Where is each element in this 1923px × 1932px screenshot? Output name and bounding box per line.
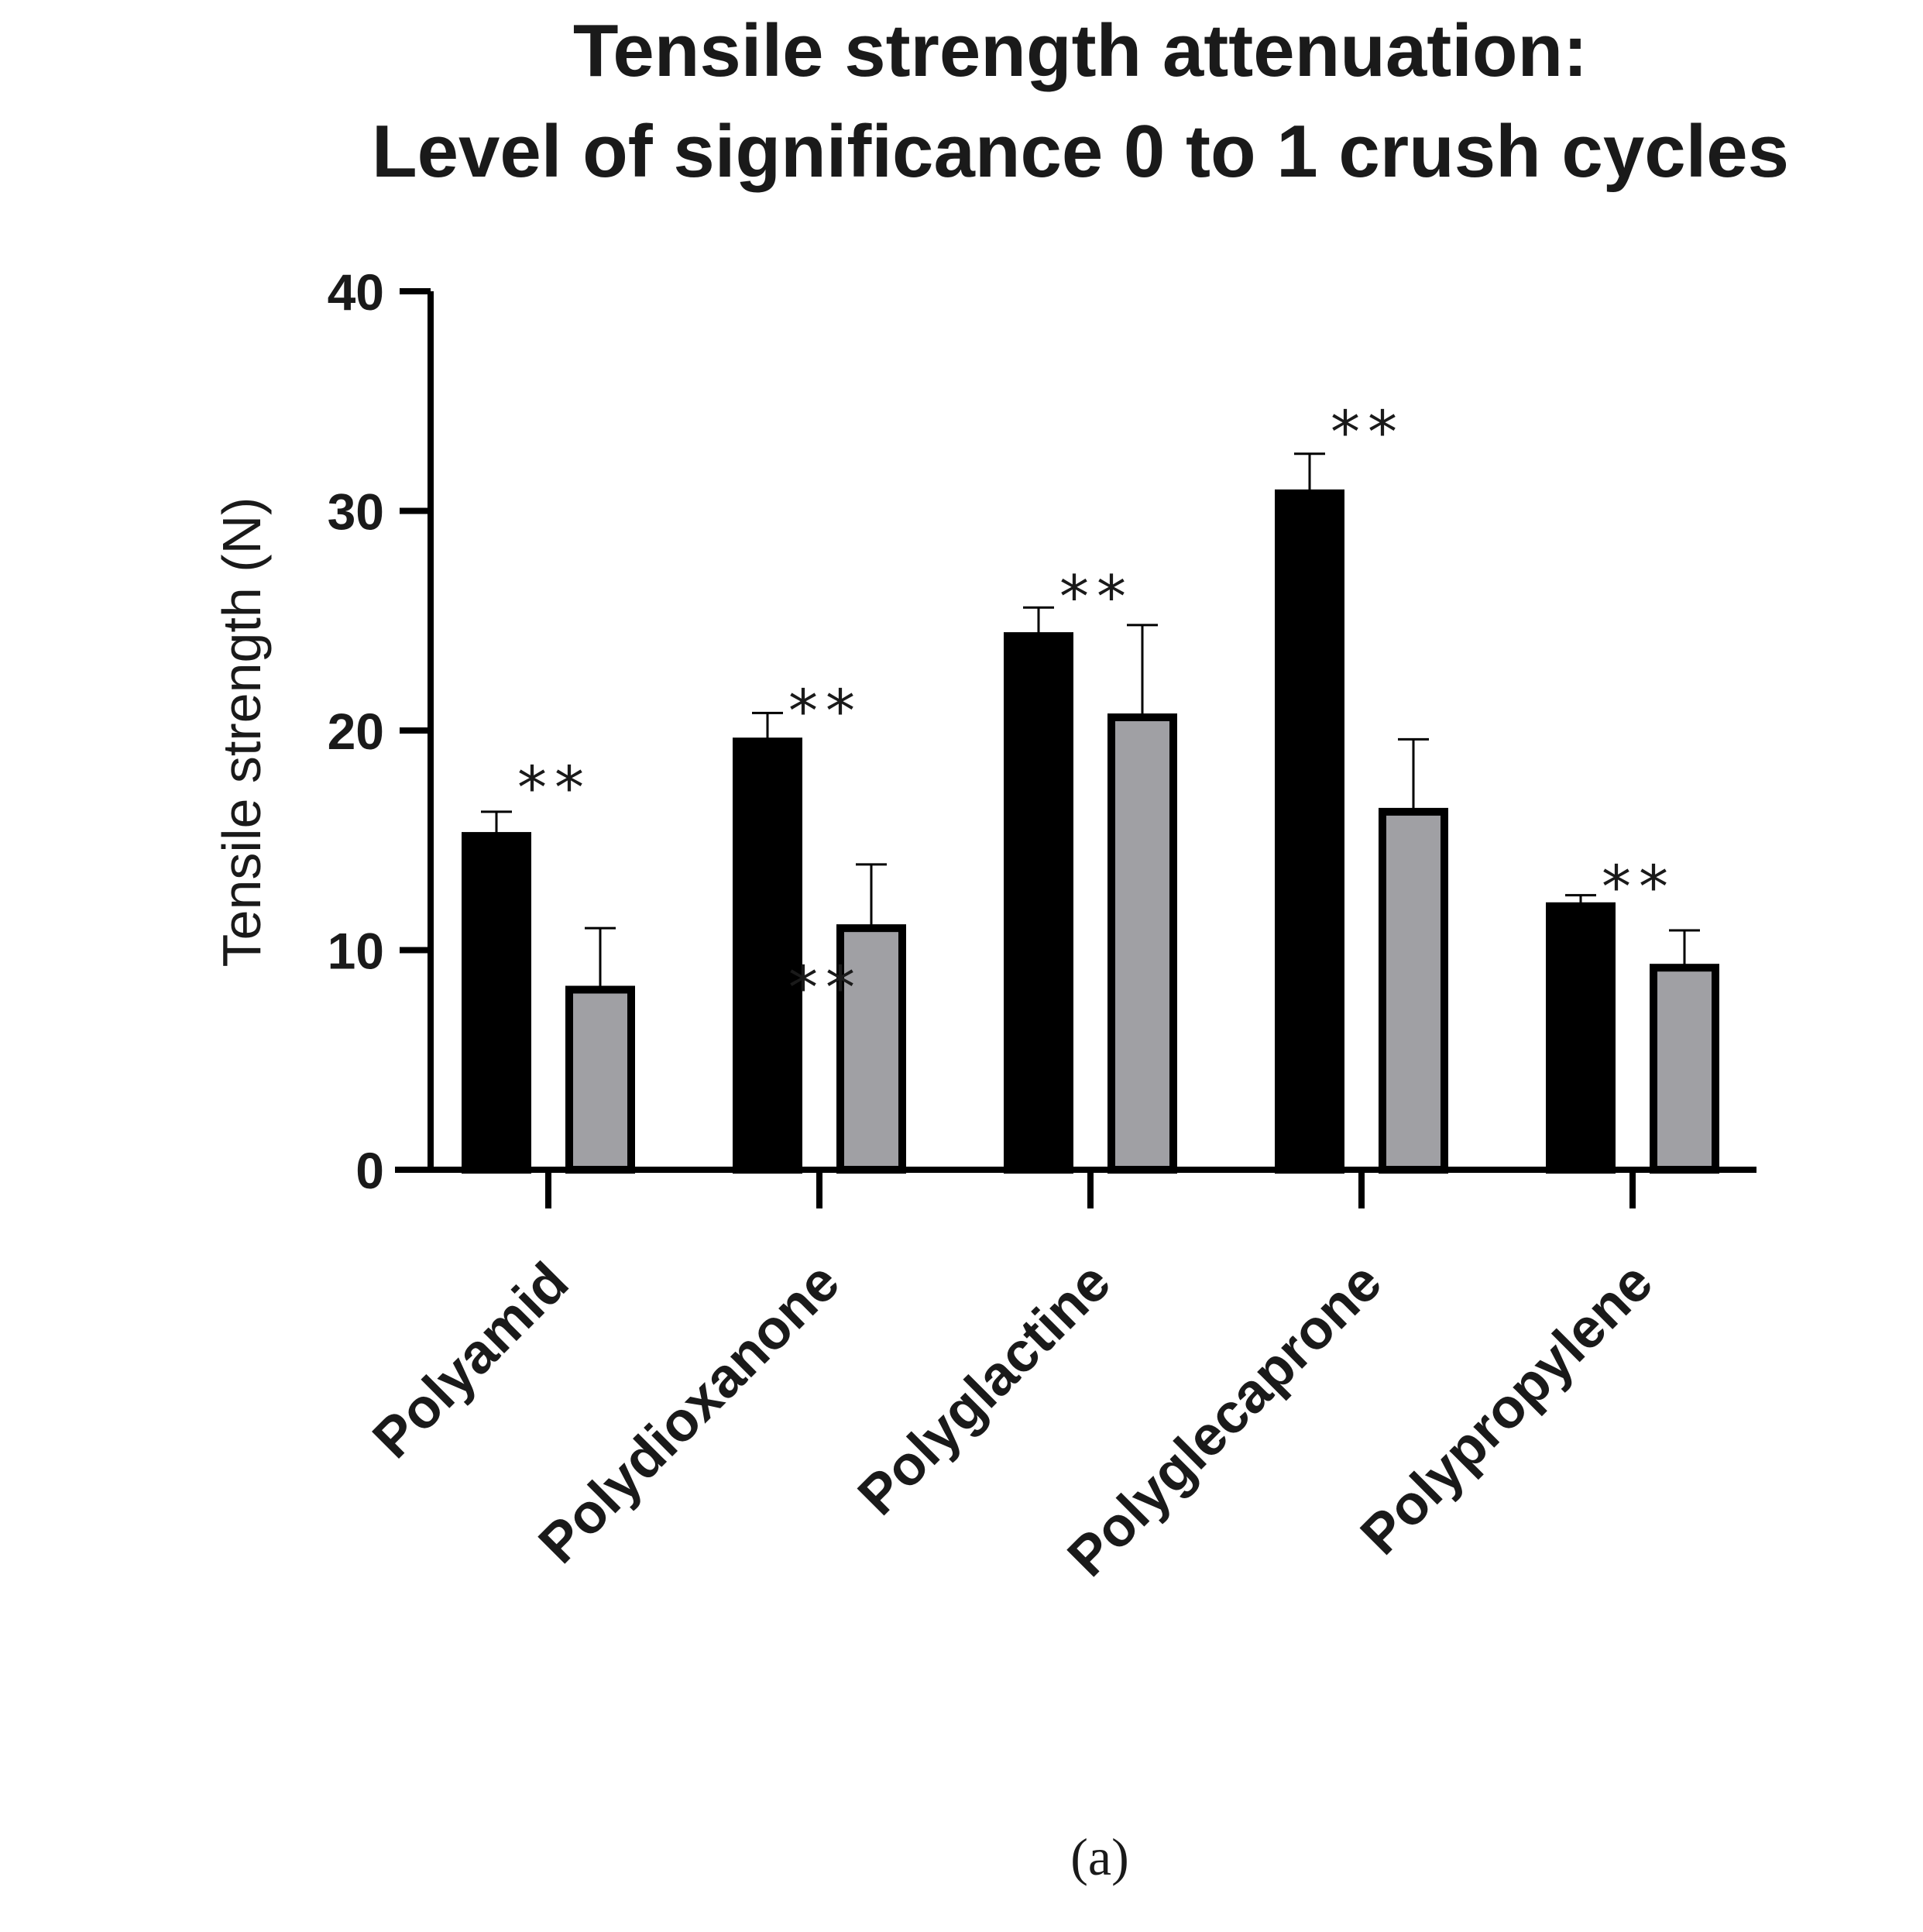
category-label-polyglactine: Polyglactine [846,1251,1122,1527]
significance-marker: ** [1331,397,1405,466]
y-axis-label: Tensile strength (N) [211,497,272,968]
bar-cycle0-polyglecaprone [1275,489,1344,1174]
bar-cycle0-polyamid [462,832,531,1174]
bar-cycle1-polyamid [565,985,635,1174]
significance-marker: ** [1059,562,1134,631]
significance-marker: ** [517,753,592,822]
bar-cycle1-polypropylene [1650,964,1719,1174]
significance-marker: ** [788,953,863,1022]
y-tick-label: 30 [328,483,384,541]
y-axis-ticks: 0 10 20 30 40 [328,263,431,1199]
bar-cycle0-polypropylene [1546,902,1616,1174]
significance-marker: ** [1602,852,1676,921]
chart-title-line-2: Level of significance 0 to 1 crush cycle… [372,110,1789,193]
significance-marker: ** [788,676,863,745]
y-tick-label: 40 [328,263,384,321]
category-label-polyamid: Polyamid [361,1251,580,1470]
bar-cycle1-polyglactine [1107,713,1177,1174]
y-tick-label: 0 [355,1142,384,1199]
bar-cycle0-polyglactine [1004,632,1073,1174]
y-tick-label: 10 [328,923,384,980]
bar-cycle1-polyglecaprone [1379,807,1448,1174]
panel-label: (a) [1070,1827,1128,1886]
category-label-polydioxanone: Polydioxanone [527,1251,852,1576]
y-tick-label: 20 [328,703,384,760]
chart-title-line-1: Tensile strength attenuation: [573,9,1588,92]
bars [462,489,1719,1174]
category-label-polypropylene: Polypropylene [1349,1251,1664,1566]
x-axis-category-labels: PolyamidPolydioxanonePolyglactinePolygle… [361,1251,1664,1589]
x-axis-ticks [545,1170,1636,1208]
error-bars [481,452,1700,990]
significance-annotations: ** ** ** ** ** ** [517,397,1676,1022]
